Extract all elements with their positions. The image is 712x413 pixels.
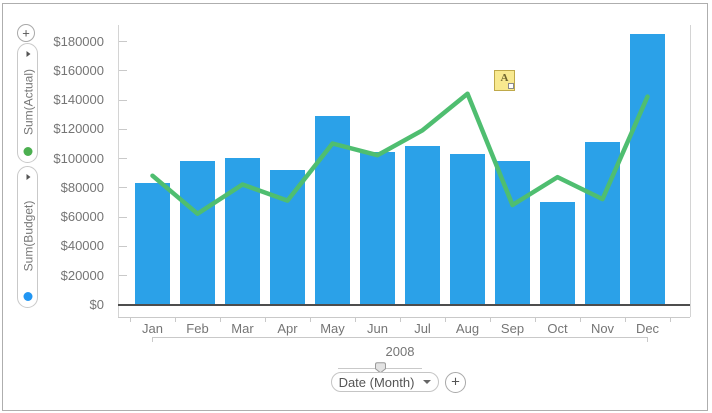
series-color-dot-budget bbox=[23, 292, 32, 301]
y-axis-tick-mark bbox=[119, 187, 127, 189]
year-group-tick bbox=[152, 337, 153, 342]
x-axis-month-label: May bbox=[320, 321, 345, 336]
y-axis-tick-label: $100000 bbox=[53, 150, 104, 166]
bar-apr[interactable] bbox=[270, 169, 305, 304]
y-axis-tick-mark bbox=[119, 70, 127, 72]
series-color-dot-actual bbox=[23, 147, 32, 156]
x-axis-tick-mark bbox=[400, 317, 401, 322]
y-axis-tick-mark bbox=[119, 216, 127, 218]
plus-icon: + bbox=[22, 25, 30, 40]
x-axis-month-label: Nov bbox=[590, 321, 615, 336]
y-axis-tick-label: $160000 bbox=[53, 62, 104, 78]
x-axis-tick-mark bbox=[625, 317, 626, 322]
y-axis-tick-label: $120000 bbox=[53, 121, 104, 137]
widget-border bbox=[2, 3, 708, 411]
x-axis-tick-mark bbox=[445, 317, 446, 322]
bar-jul[interactable] bbox=[405, 146, 440, 304]
x-axis-tick-mark bbox=[535, 317, 536, 322]
y-axis-tick-label: $0 bbox=[89, 297, 104, 312]
x-axis-tick-mark bbox=[130, 317, 131, 322]
year-group-line bbox=[152, 337, 648, 338]
y-axis-tick-label: $40000 bbox=[60, 238, 104, 254]
y-axis-tick-mark bbox=[119, 41, 127, 42]
x-axis-tick-mark bbox=[670, 317, 671, 322]
year-group-tick bbox=[647, 337, 648, 342]
x-axis-tick-mark bbox=[265, 317, 266, 322]
bar-feb[interactable] bbox=[180, 161, 215, 304]
x-axis-tick-mark bbox=[580, 317, 581, 322]
y-axis-tick-label: $80000 bbox=[60, 179, 104, 195]
plus-icon: + bbox=[451, 373, 460, 391]
drill-slider-thumb[interactable] bbox=[374, 362, 387, 374]
caret-down-icon[interactable] bbox=[25, 51, 30, 57]
x-axis-tick-mark bbox=[490, 317, 491, 322]
x-axis-month-label: Apr bbox=[277, 321, 298, 336]
y-axis-tick-mark bbox=[119, 158, 127, 160]
y-axis-tick-mark bbox=[119, 275, 127, 277]
field-pill-sum-budget[interactable]: Sum(Budget) bbox=[17, 166, 38, 308]
x-axis-month-label: Jul bbox=[414, 321, 431, 336]
x-axis-tick-mark bbox=[175, 317, 176, 322]
bar-jun[interactable] bbox=[360, 152, 395, 304]
date-month-field-button[interactable]: Date (Month) bbox=[331, 372, 439, 392]
field-pill-label: Sum(Actual) bbox=[20, 68, 35, 136]
x-axis-tick-mark bbox=[310, 317, 311, 322]
bar-aug[interactable] bbox=[450, 153, 485, 304]
x-axis-month-label: Mar bbox=[231, 321, 254, 336]
y-axis-tick-mark bbox=[119, 128, 127, 130]
add-category-field-button[interactable]: + bbox=[445, 372, 466, 393]
caret-down-icon[interactable] bbox=[25, 174, 30, 181]
x-axis-tick-mark bbox=[355, 317, 356, 322]
x-axis-month-label: Jan bbox=[142, 321, 163, 336]
x-axis-tick-mark bbox=[220, 317, 221, 322]
bar-dec[interactable] bbox=[630, 33, 665, 304]
x-axis-month-label: Sep bbox=[500, 321, 525, 336]
y-axis-tick-label: $20000 bbox=[60, 267, 104, 283]
add-value-field-button[interactable]: + bbox=[17, 24, 35, 42]
bar-mar[interactable] bbox=[225, 158, 260, 304]
field-pill-sum-actual[interactable]: Sum(Actual) bbox=[17, 43, 38, 163]
x-axis-month-label: Dec bbox=[635, 321, 660, 336]
annotation-letter: A bbox=[500, 72, 509, 84]
x-axis-month-label: Jun bbox=[367, 321, 388, 336]
bar-jan[interactable] bbox=[135, 182, 170, 304]
y-axis-tick-label: $60000 bbox=[60, 209, 104, 225]
y-axis-tick-label: $140000 bbox=[53, 92, 104, 108]
line-series-sum-actual[interactable] bbox=[150, 91, 650, 216]
y-axis-tick-mark bbox=[119, 245, 127, 247]
date-month-field-label: Date (Month) bbox=[338, 374, 415, 390]
y-axis-tick-label: $180000 bbox=[53, 33, 104, 49]
annotation-corner-box bbox=[508, 83, 514, 89]
plot-right-border bbox=[690, 25, 691, 317]
x-axis-month-label: Feb bbox=[186, 321, 209, 336]
y-axis-tick-mark bbox=[119, 99, 127, 101]
bar-sep[interactable] bbox=[495, 161, 530, 304]
year-group-label: 2008 bbox=[385, 344, 415, 359]
x-axis-line bbox=[118, 317, 690, 318]
text-annotation-icon[interactable]: A bbox=[494, 70, 515, 91]
plot-left-border bbox=[118, 25, 119, 317]
caret-down-icon bbox=[423, 380, 432, 384]
x-axis-month-label: Oct bbox=[547, 321, 568, 336]
x-axis-month-label: Aug bbox=[455, 321, 480, 336]
field-pill-label: Sum(Budget) bbox=[20, 200, 35, 272]
bar-oct[interactable] bbox=[540, 202, 575, 304]
x-axis-baseline bbox=[118, 304, 690, 306]
